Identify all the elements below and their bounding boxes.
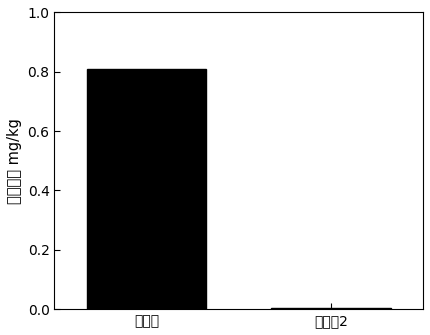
Y-axis label: 砟浸出量 mg/kg: 砟浸出量 mg/kg — [7, 118, 22, 204]
Bar — [86, 69, 206, 309]
Bar — [271, 308, 391, 309]
